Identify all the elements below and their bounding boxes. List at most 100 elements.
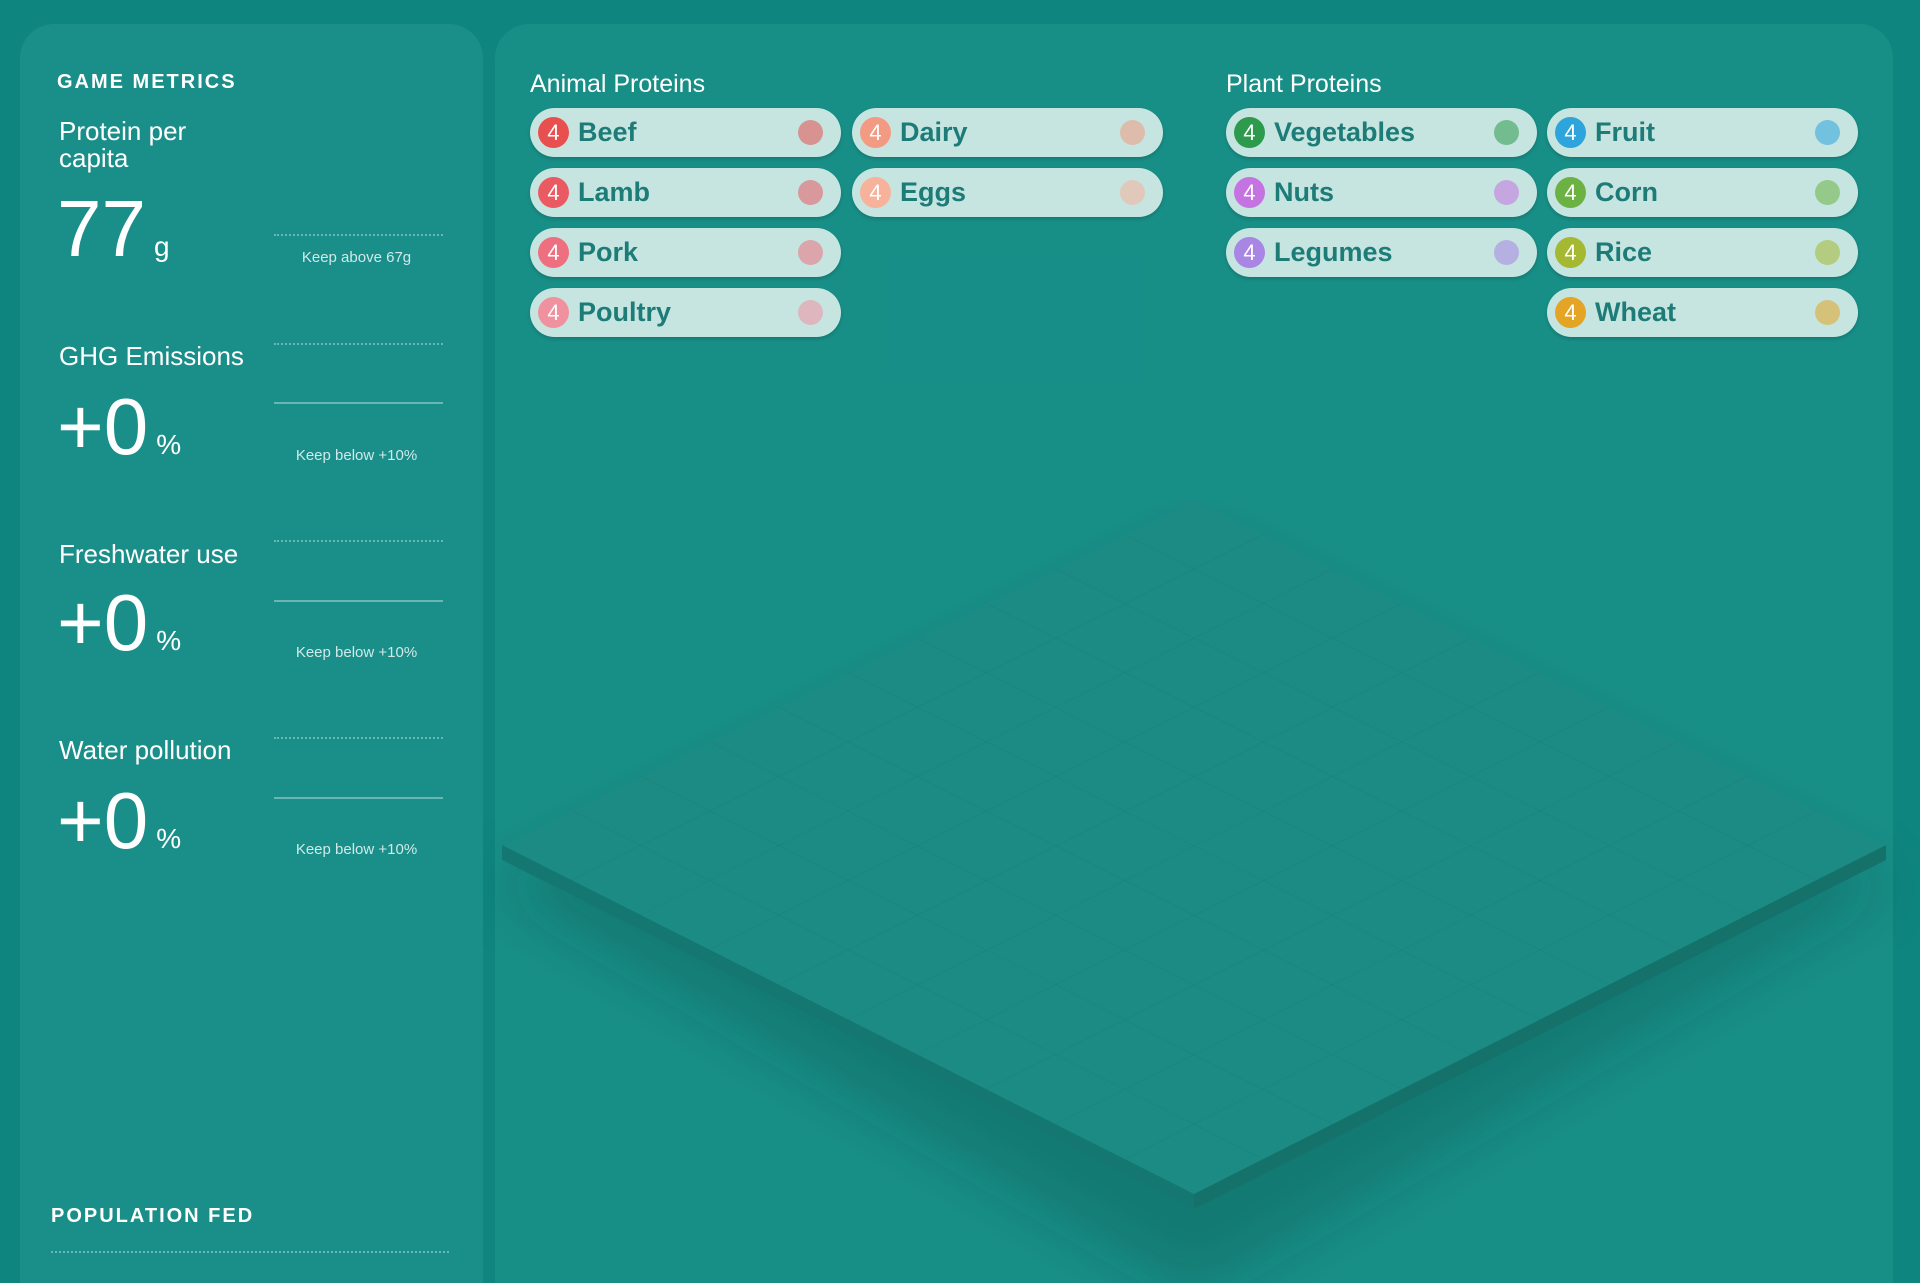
count-badge: 4 [1555, 297, 1586, 328]
food-name: Wheat [1595, 297, 1676, 327]
metric-target: Keep below +10% [295, 841, 418, 858]
metrics-panel [20, 24, 483, 1283]
metric-unit: g [153, 231, 170, 262]
food-name: Legumes [1274, 237, 1393, 267]
count-badge: 4 [1555, 177, 1586, 208]
metrics-title: GAME METRICS [57, 71, 237, 93]
food-icon [1494, 240, 1519, 265]
food-button[interactable]: 4 Rice [1547, 228, 1858, 277]
food-icon [798, 120, 823, 145]
metric-threshold-line [274, 797, 443, 799]
metric-value: 77 [57, 184, 146, 273]
count-badge: 4 [1555, 117, 1586, 148]
board-grid-line [709, 741, 1402, 1090]
board-grid-line [778, 637, 1472, 986]
food-name: Poultry [578, 297, 672, 327]
food-name: Lamb [578, 177, 651, 207]
food-button[interactable]: 4 Eggs [852, 168, 1163, 217]
metric-label: Water pollution [59, 735, 232, 765]
metric-label: Protein per capita [59, 116, 187, 173]
food-icon [1815, 120, 1840, 145]
metric-value-row: +0% [57, 387, 181, 467]
metric-label: GHG Emissions [59, 341, 244, 371]
metric-divider [274, 540, 443, 542]
board-grid-line [778, 706, 1472, 1055]
food-button[interactable]: 4 Dairy [852, 108, 1163, 157]
metric-divider [274, 737, 443, 739]
board-top [502, 500, 1886, 1194]
food-button[interactable]: 4 Poultry [530, 288, 841, 337]
board-grid-line [986, 741, 1679, 1090]
food-icon [1494, 120, 1519, 145]
metric-target: Keep below +10% [295, 447, 418, 464]
board-grid-line [1055, 775, 1748, 1125]
count-badge: 4 [538, 237, 569, 268]
count-badge: 4 [538, 177, 569, 208]
food-button[interactable]: 4 Wheat [1547, 288, 1858, 337]
food-button[interactable]: 4 Beef [530, 108, 841, 157]
board-grid-line [640, 775, 1333, 1125]
board-grid-line [847, 672, 1541, 1020]
metric-target: Keep below +10% [295, 644, 418, 661]
food-icon [1815, 300, 1840, 325]
metric-label: Freshwater use [59, 539, 239, 569]
group-title: Animal Proteins [530, 70, 706, 98]
metric-unit: % [156, 625, 182, 656]
food-name: Vegetables [1274, 117, 1416, 147]
metric-value: +0 [57, 776, 149, 865]
food-button[interactable]: 4 Lamb [530, 168, 841, 217]
food-name: Beef [578, 117, 637, 147]
metric-value-row: +0% [57, 583, 181, 663]
metric-value-row: 77 g [57, 189, 170, 269]
board-grid-line [847, 672, 1541, 1020]
food-icon [1120, 180, 1145, 205]
food-button[interactable]: 4 Legumes [1226, 228, 1537, 277]
food-button[interactable]: 4 Corn [1547, 168, 1858, 217]
board-grid-line [916, 706, 1610, 1055]
food-icon [798, 180, 823, 205]
food-name: Fruit [1595, 117, 1655, 147]
count-badge: 4 [1234, 117, 1265, 148]
metric-unit: % [156, 823, 182, 854]
count-badge: 4 [1555, 237, 1586, 268]
food-button[interactable]: 4 Fruit [1547, 108, 1858, 157]
metric-value-row: +0% [57, 781, 181, 861]
count-badge: 4 [860, 117, 891, 148]
food-icon [1815, 180, 1840, 205]
footer-title: POPULATION FED [51, 1205, 255, 1227]
metric-divider [274, 343, 443, 345]
board-grid-line [986, 603, 1679, 951]
food-name: Dairy [900, 117, 968, 147]
count-badge: 4 [538, 297, 569, 328]
metric-value: +0 [57, 578, 149, 667]
count-badge: 4 [1234, 177, 1265, 208]
metric-threshold-line [274, 600, 443, 602]
group-title: Plant Proteins [1226, 70, 1382, 98]
board-grid-line [1124, 534, 1818, 881]
board-grid-line [1055, 568, 1748, 916]
metric-divider [274, 234, 443, 236]
count-badge: 4 [1234, 237, 1265, 268]
metric-threshold-line [274, 402, 443, 404]
food-icon [1815, 240, 1840, 265]
board-grid-line [570, 534, 1264, 881]
metric-target: Keep above 67g [301, 249, 412, 266]
food-name: Nuts [1274, 177, 1334, 207]
count-badge: 4 [538, 117, 569, 148]
food-icon [1120, 120, 1145, 145]
board-grid-line [640, 568, 1333, 916]
food-button[interactable]: 4 Vegetables [1226, 108, 1537, 157]
food-icon [798, 300, 823, 325]
board-side-left [502, 845, 1194, 1209]
food-icon [798, 240, 823, 265]
food-name: Corn [1595, 177, 1658, 207]
footer-divider [51, 1251, 449, 1253]
food-button[interactable]: 4 Nuts [1226, 168, 1537, 217]
count-badge: 4 [860, 177, 891, 208]
food-name: Pork [578, 237, 639, 267]
food-icon [1494, 180, 1519, 205]
food-button[interactable]: 4 Pork [530, 228, 841, 277]
food-name: Eggs [900, 177, 967, 207]
